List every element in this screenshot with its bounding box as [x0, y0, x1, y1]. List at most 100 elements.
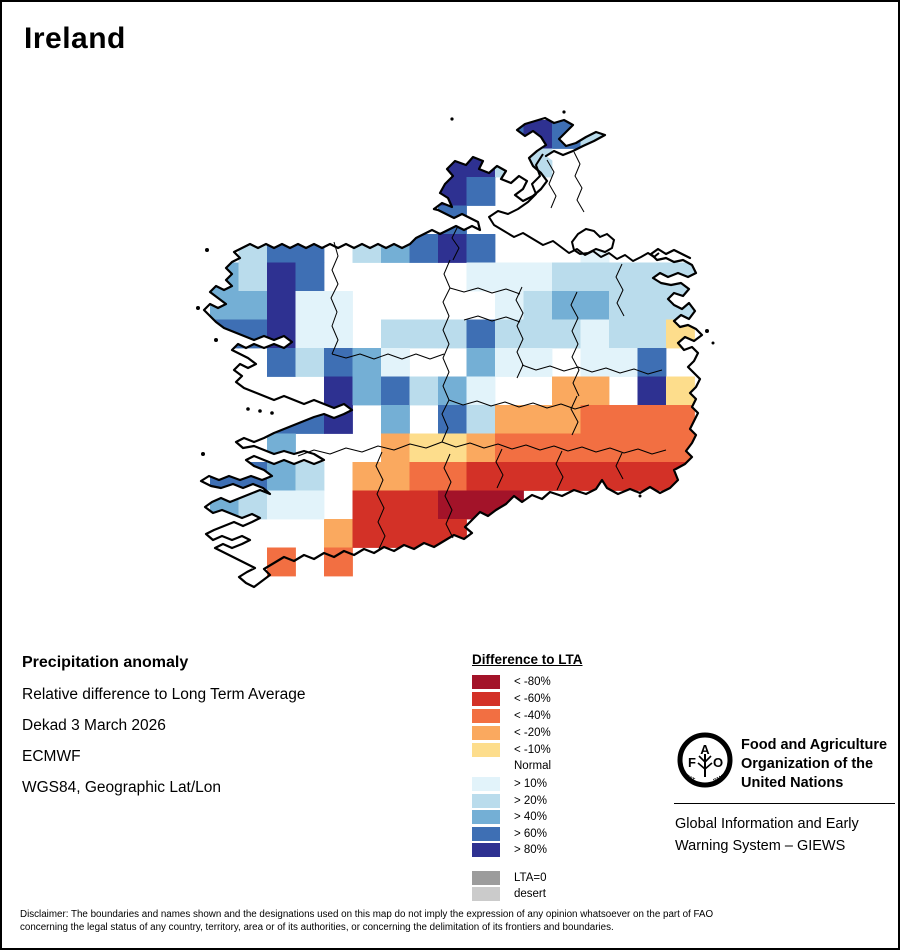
island-dot [638, 494, 642, 498]
grid-cell [552, 376, 581, 406]
grid-cell [438, 433, 467, 463]
grid-cell [609, 462, 638, 491]
grid-cell [409, 234, 439, 263]
map-info-block: Precipitation anomaly Relative differenc… [22, 654, 306, 810]
island-dot [196, 306, 200, 310]
grid-cell [523, 291, 553, 320]
fao-org-name: Food and Agriculture Organization of the U… [741, 736, 887, 793]
coastline-north [432, 116, 607, 211]
grid-cell [552, 319, 581, 349]
legend-swatch-desert [472, 887, 500, 901]
grid-cell [637, 405, 667, 434]
grid-cell [552, 462, 581, 491]
grid-cell [352, 234, 382, 263]
legend-label-m40: < -40% [514, 710, 551, 722]
county-boundary [555, 450, 564, 491]
grid-cell [609, 405, 638, 434]
island-dot [205, 248, 209, 252]
county-boundary [615, 263, 625, 317]
county-boundary [330, 241, 339, 355]
grid-cell [666, 319, 695, 349]
county-boundary [615, 452, 624, 480]
grid-cell [495, 462, 524, 491]
grid-cell [694, 291, 702, 320]
county-boundary [546, 159, 557, 209]
grid-cell [495, 148, 524, 178]
grid-cell [666, 376, 695, 406]
legend-label-p60: > 60% [514, 828, 547, 840]
legend-label-desert: desert [514, 888, 546, 900]
legend-swatch-p60 [472, 827, 500, 841]
county-boundary [451, 225, 460, 261]
grid-cell [466, 462, 496, 491]
map-info-line: ECMWF [22, 748, 81, 765]
grid-cell [637, 376, 667, 406]
grid-cell [295, 490, 325, 520]
legend-swatch-p80 [472, 843, 500, 857]
fao-org-line: United Nations [741, 775, 844, 791]
grid-cell [466, 262, 496, 292]
island-dot [201, 452, 205, 456]
grid-cell [466, 177, 496, 206]
grid-cell [352, 490, 382, 520]
grid-cell [552, 433, 581, 463]
legend-label-m60: < -60% [514, 693, 551, 705]
grid-cell [637, 262, 667, 292]
island-dot [258, 409, 262, 413]
grid-cell [409, 177, 439, 206]
grid-cell [295, 262, 325, 292]
grid-cell [609, 319, 638, 349]
island-dot [562, 110, 566, 114]
grid-cell [580, 348, 610, 377]
county-boundary [441, 441, 667, 455]
grid-cell [438, 490, 467, 520]
grid-cell [637, 462, 667, 491]
grid-cell [381, 319, 410, 349]
grid-cell [267, 291, 296, 320]
grid-cell [552, 262, 581, 292]
page-title: Ireland [24, 22, 126, 55]
grid-cell [381, 405, 410, 434]
grid-cell [381, 519, 410, 548]
disclaimer-line: concerning the legal status of any count… [20, 922, 614, 933]
grid-cell [381, 462, 410, 491]
raster-cells-clipped [210, 120, 702, 548]
grid-cell [295, 319, 325, 349]
grid-cell [409, 376, 439, 406]
grid-cell [438, 405, 467, 434]
island-dot [214, 338, 218, 342]
legend-label-normal: Normal [514, 760, 552, 772]
grid-cell [438, 177, 467, 206]
map-info-heading: Precipitation anomaly [22, 654, 189, 671]
grid-cell [438, 319, 467, 349]
svg-text:A: A [700, 742, 710, 757]
grid-cell [552, 120, 581, 149]
grid-cell [295, 462, 325, 491]
grid-cell [267, 234, 296, 263]
county-boundary [443, 453, 454, 539]
grid-cell [637, 291, 667, 320]
island-dot [711, 341, 715, 345]
fao-org-line: Organization of the [741, 756, 874, 772]
island-dot [705, 329, 709, 333]
grid-cell [409, 462, 439, 491]
grid-cell [409, 319, 439, 349]
grid-cell [580, 291, 610, 320]
legend-swatch-m10 [472, 743, 500, 757]
grid-cell [495, 405, 524, 434]
legend-label-p40: > 40% [514, 811, 547, 823]
grid-cell [523, 462, 553, 491]
grid-cell [324, 405, 353, 434]
grid-cell [495, 120, 524, 149]
grid-cell [381, 348, 410, 377]
map-info-line: Relative difference to Long Term Average [22, 686, 306, 703]
grid-cell [609, 348, 638, 377]
county-boundary [448, 399, 590, 410]
grid-cell [580, 376, 610, 406]
coastline-main [199, 207, 704, 589]
grid-cell [523, 405, 553, 434]
disclaimer-line: Disclaimer: The boundaries and names sho… [20, 909, 714, 920]
legend-label-p10: > 10% [514, 778, 547, 790]
